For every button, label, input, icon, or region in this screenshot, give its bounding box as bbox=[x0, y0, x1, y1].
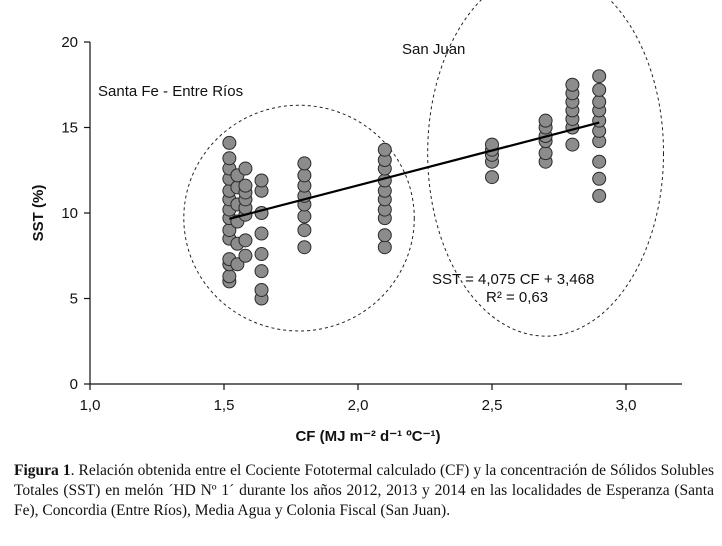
data-point bbox=[238, 233, 253, 248]
figure-caption: Figura 1. Relación obtenida entre el Coc… bbox=[14, 461, 714, 521]
regression-equation: SST = 4,075 CF + 3,468 bbox=[432, 271, 594, 288]
y-tick-label: 5 bbox=[70, 291, 78, 308]
data-point bbox=[297, 156, 312, 171]
data-point bbox=[538, 113, 553, 128]
x-tick-label: 1,5 bbox=[214, 397, 235, 414]
data-point bbox=[254, 226, 269, 241]
regression-line bbox=[229, 121, 600, 220]
caption-label: Figura 1 bbox=[14, 462, 71, 479]
x-ticks: 1,0 1,5 2,0 2,5 3,0 bbox=[80, 384, 637, 414]
caption-text: . Relación obtenida entre el Cociente Fo… bbox=[14, 462, 714, 519]
data-point bbox=[254, 173, 269, 188]
data-point bbox=[565, 137, 580, 152]
data-point bbox=[485, 170, 499, 185]
data-point bbox=[222, 151, 237, 166]
data-point bbox=[254, 247, 269, 262]
x-tick-label: 2,0 bbox=[348, 397, 369, 414]
data-point bbox=[254, 264, 269, 279]
x-axis-title: CF (MJ m⁻² d⁻¹ ºC⁻¹) bbox=[295, 428, 440, 445]
data-point bbox=[238, 178, 253, 193]
data-point bbox=[592, 69, 607, 84]
x-tick-label: 3,0 bbox=[616, 397, 637, 414]
data-point bbox=[297, 168, 312, 183]
data-point bbox=[297, 223, 312, 238]
regression-line-group bbox=[229, 121, 600, 220]
y-ticks: 0 5 10 15 20 bbox=[61, 34, 90, 393]
group-label-san-juan: San Juan bbox=[402, 41, 465, 58]
y-tick-label: 0 bbox=[70, 376, 78, 393]
group-ellipses bbox=[183, 0, 664, 337]
data-points bbox=[222, 69, 607, 306]
data-point bbox=[238, 161, 253, 176]
data-point bbox=[592, 171, 607, 186]
data-point bbox=[377, 142, 392, 157]
y-tick-label: 15 bbox=[61, 120, 78, 137]
data-point bbox=[377, 240, 392, 255]
data-point bbox=[565, 77, 580, 92]
scatter-chart: 0 5 10 15 20 1,0 1,5 2,0 2,5 3,0 SST (%) CF (MJ … bbox=[30, 0, 682, 445]
x-tick-label: 2,5 bbox=[482, 397, 503, 414]
data-point bbox=[254, 282, 269, 297]
group-ellipse-0 bbox=[183, 104, 415, 332]
y-tick-label: 20 bbox=[61, 34, 78, 51]
data-point bbox=[592, 188, 607, 203]
group-label-santa-fe: Santa Fe - Entre Ríos bbox=[98, 83, 243, 100]
data-point bbox=[592, 154, 607, 169]
y-axis-title: SST (%) bbox=[30, 185, 47, 242]
data-point bbox=[538, 146, 553, 161]
y-tick-label: 10 bbox=[61, 205, 78, 222]
data-point bbox=[592, 94, 607, 109]
group-ellipse-1 bbox=[427, 0, 664, 337]
data-point bbox=[222, 269, 237, 284]
data-point bbox=[238, 248, 253, 263]
data-point bbox=[377, 228, 392, 243]
data-point bbox=[297, 209, 312, 224]
r-squared: R² = 0,63 bbox=[486, 289, 548, 306]
data-point bbox=[230, 257, 245, 272]
data-point bbox=[592, 82, 607, 97]
data-point bbox=[222, 135, 237, 150]
data-point bbox=[297, 240, 312, 255]
x-tick-label: 1,0 bbox=[80, 397, 101, 414]
